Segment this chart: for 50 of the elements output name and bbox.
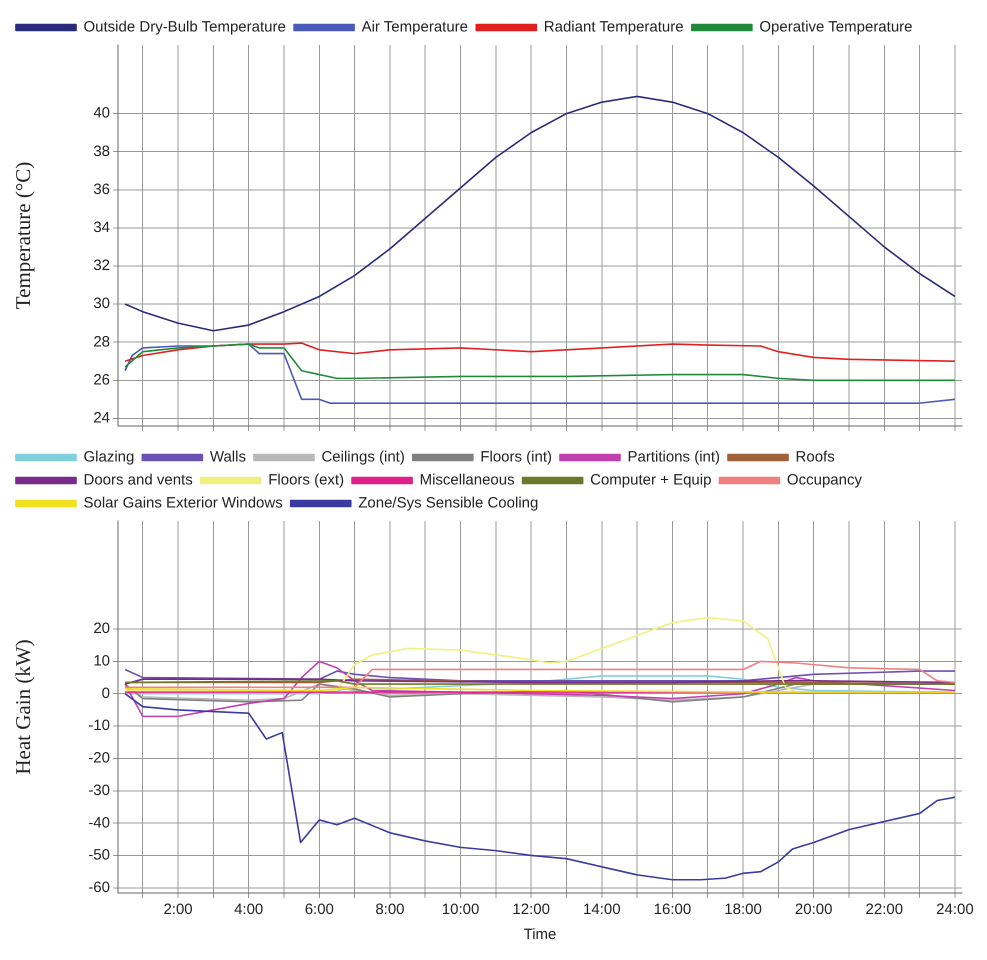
x-tick-label: 6:00 xyxy=(304,901,334,918)
y-tick-label: 24 xyxy=(93,410,110,427)
legend-label: Occupancy xyxy=(786,472,862,489)
legend-label: Doors and vents xyxy=(84,472,193,489)
y-tick-label: 28 xyxy=(93,333,110,350)
legend-label: Walls xyxy=(210,448,246,466)
y-tick-label: 30 xyxy=(93,295,110,312)
y-tick-label: -20 xyxy=(88,750,110,767)
y-tick-label: 38 xyxy=(93,142,110,160)
legend-label: Ceilings (int) xyxy=(321,448,405,466)
x-tick-label: 18:00 xyxy=(724,901,762,918)
legend-label: Solar Gains Exterior Windows xyxy=(84,494,283,512)
x-tick-label: 20:00 xyxy=(794,901,832,918)
legend-label: Radiant Temperature xyxy=(544,18,684,36)
x-tick-label: 2:00 xyxy=(163,901,193,918)
x-tick-label: 10:00 xyxy=(442,901,480,918)
legend-label: Outside Dry-Bulb Temperature xyxy=(84,18,286,36)
y-axis-title: Temperature (°C) xyxy=(11,162,36,310)
y-axis-title: Heat Gain (kW) xyxy=(11,639,36,775)
legend-label: Miscellaneous xyxy=(420,472,515,489)
y-tick-label: -10 xyxy=(88,717,110,734)
legend-label: Air Temperature xyxy=(362,18,468,36)
legend-label: Computer + Equip xyxy=(590,472,712,489)
y-tick-label: -40 xyxy=(88,814,110,832)
y-tick-label: -50 xyxy=(88,846,110,864)
y-tick-label: 40 xyxy=(93,104,110,122)
x-tick-label: 4:00 xyxy=(234,901,264,918)
legend-label: Operative Temperature xyxy=(759,18,913,36)
y-tick-label: 26 xyxy=(93,371,110,388)
y-tick-label: 10 xyxy=(93,652,110,670)
y-tick-label: 0 xyxy=(102,684,110,702)
y-tick-label: -30 xyxy=(88,782,110,799)
legend-label: Partitions (int) xyxy=(628,448,720,466)
legend-label: Roofs xyxy=(796,448,835,466)
legend-label: Glazing xyxy=(84,448,134,466)
x-tick-label: 22:00 xyxy=(866,901,904,918)
legend-label: Floors (ext) xyxy=(268,472,344,489)
y-tick-label: 34 xyxy=(93,219,110,236)
x-tick-label: 16:00 xyxy=(654,901,692,918)
x-axis-title: Time xyxy=(524,926,556,944)
x-tick-label: 8:00 xyxy=(375,901,405,918)
x-tick-label: 12:00 xyxy=(512,901,550,918)
y-tick-label: 36 xyxy=(93,180,110,198)
x-tick-label: 14:00 xyxy=(583,901,621,918)
legend-label: Zone/Sys Sensible Cooling xyxy=(358,494,538,512)
y-tick-label: 20 xyxy=(93,620,110,638)
y-tick-label: -60 xyxy=(88,878,110,896)
legend-label: Floors (int) xyxy=(480,448,552,466)
x-tick-label: 24:00 xyxy=(936,901,974,918)
y-tick-label: 32 xyxy=(93,257,110,274)
